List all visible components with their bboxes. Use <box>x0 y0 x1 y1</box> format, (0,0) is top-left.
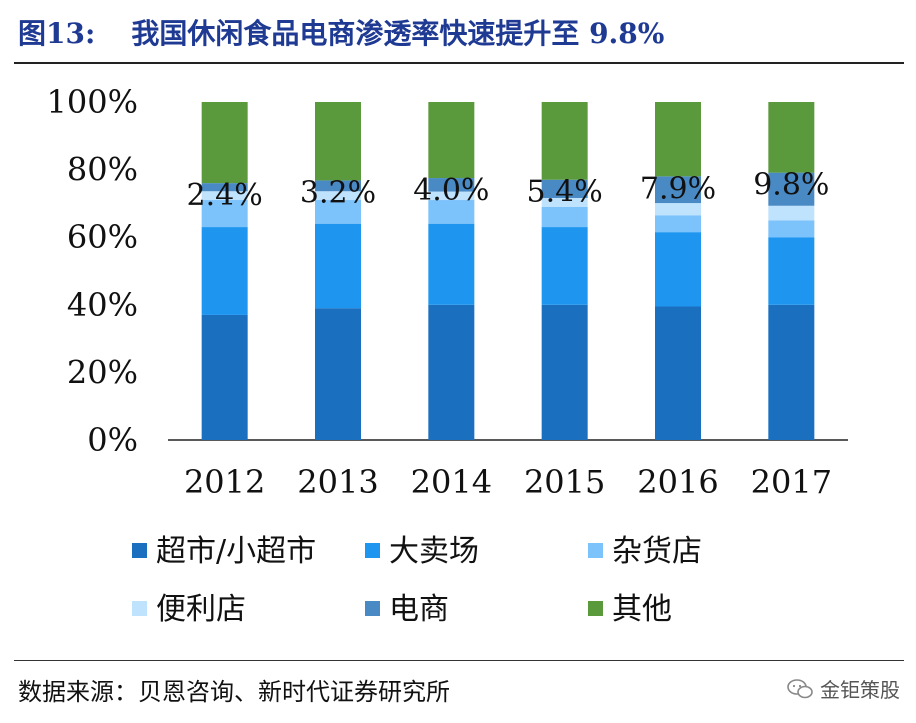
bar-segment <box>655 176 701 204</box>
x-tick-label: 2017 <box>751 463 832 501</box>
source-note: 数据来源：贝恩咨询、新时代证券研究所 <box>18 678 450 706</box>
y-tick-label: 0% <box>87 421 138 459</box>
bar-segment <box>201 102 248 184</box>
bar-segment <box>428 178 475 192</box>
legend-swatch <box>365 543 380 558</box>
figure-number: 图13: <box>18 17 96 50</box>
data-label: 2.4% <box>187 178 263 213</box>
bar-segment <box>541 227 588 305</box>
bar-segment <box>768 102 815 173</box>
bar-segment <box>201 183 248 192</box>
bar-segment <box>541 179 588 198</box>
bar-segment <box>428 200 475 224</box>
legend-label: 其他 <box>612 592 672 627</box>
bar-segment <box>655 306 701 440</box>
legend-label: 便利店 <box>156 592 246 627</box>
bar-segment <box>315 223 361 309</box>
title-divider <box>14 62 904 64</box>
bar-segment <box>541 304 588 440</box>
bar-segment <box>541 102 588 180</box>
data-label: 5.4% <box>527 175 603 210</box>
legend-label: 杂货店 <box>612 534 702 569</box>
figure-title-text: 我国休闲食品电商渗透率快速提升至 9.8% <box>131 17 665 50</box>
watermark: 金钜策股 <box>786 674 900 703</box>
y-tick-label: 100% <box>47 83 138 121</box>
data-labels: 2.4% 3.2% 4.0% 5.4% 7.9% 9.8% <box>187 168 830 213</box>
data-label: 7.9% <box>640 171 716 206</box>
bar-segment <box>315 102 361 181</box>
wechat-icon <box>787 678 813 698</box>
x-tick-label: 2013 <box>297 463 378 501</box>
x-tick-label: 2015 <box>524 463 605 501</box>
y-tick-label: 20% <box>67 353 138 391</box>
bar-segment <box>201 191 248 201</box>
axes: 0% 20% 40% 60% 80% 100% 2012 2013 2014 2015 2016 20… <box>47 83 848 501</box>
stacked-bar-chart: 0% 20% 40% 60% 80% 100% 2012 2013 2014 2015 2016 20… <box>47 83 848 627</box>
legend-swatch <box>588 543 603 558</box>
x-tick-label: 2014 <box>411 463 492 501</box>
bars <box>201 102 815 440</box>
y-tick-label: 80% <box>67 151 138 189</box>
bar-segment <box>315 308 361 440</box>
bar-segment <box>541 206 588 228</box>
bar-segment <box>201 200 248 228</box>
legend-item: 便利店 <box>132 592 246 627</box>
bar-segment <box>315 191 361 201</box>
y-tick-label: 40% <box>67 286 138 324</box>
legend-item: 超市/小超市 <box>132 534 316 569</box>
x-tick-label: 2012 <box>184 463 265 501</box>
figure-title: 图13: 我国休闲食品电商渗透率快速提升至 9.8% <box>18 12 664 52</box>
legend-swatch <box>132 543 147 558</box>
data-label: 4.0% <box>413 173 489 208</box>
y-tick-label: 60% <box>67 218 138 256</box>
legend-item: 大卖场 <box>365 534 479 569</box>
bar-segment <box>428 191 475 201</box>
bar-segment <box>428 304 475 440</box>
watermark-text: 金钜策股 <box>820 678 900 702</box>
legend-label: 大卖场 <box>389 534 479 569</box>
bar-segment <box>315 180 361 192</box>
legend-item: 其他 <box>588 592 672 627</box>
bar-segment <box>201 314 248 440</box>
legend-swatch <box>588 601 603 616</box>
legend-label: 电商 <box>389 592 449 627</box>
x-tick-label: 2016 <box>637 463 718 501</box>
legend-swatch <box>132 601 147 616</box>
bar-segment <box>428 102 475 179</box>
bar-segment <box>428 223 475 305</box>
bar-segment <box>768 237 815 305</box>
bar-segment <box>768 172 815 206</box>
data-label: 3.2% <box>300 175 376 210</box>
bar-segment <box>655 203 701 216</box>
data-label: 9.8% <box>753 168 829 203</box>
bar-segment <box>768 304 815 440</box>
bar-segment <box>655 102 701 177</box>
legend-item: 电商 <box>365 592 449 627</box>
bar-segment <box>541 197 588 207</box>
footer-divider <box>14 660 904 661</box>
bar-segment <box>315 200 361 224</box>
bar-segment <box>655 215 701 233</box>
legend-swatch <box>365 601 380 616</box>
legend-label: 超市/小超市 <box>156 534 316 569</box>
bar-segment <box>768 220 815 238</box>
bar-segment <box>201 227 248 315</box>
bar-segment <box>655 232 701 307</box>
legend-item: 杂货店 <box>588 534 702 569</box>
bar-segment <box>768 205 815 221</box>
